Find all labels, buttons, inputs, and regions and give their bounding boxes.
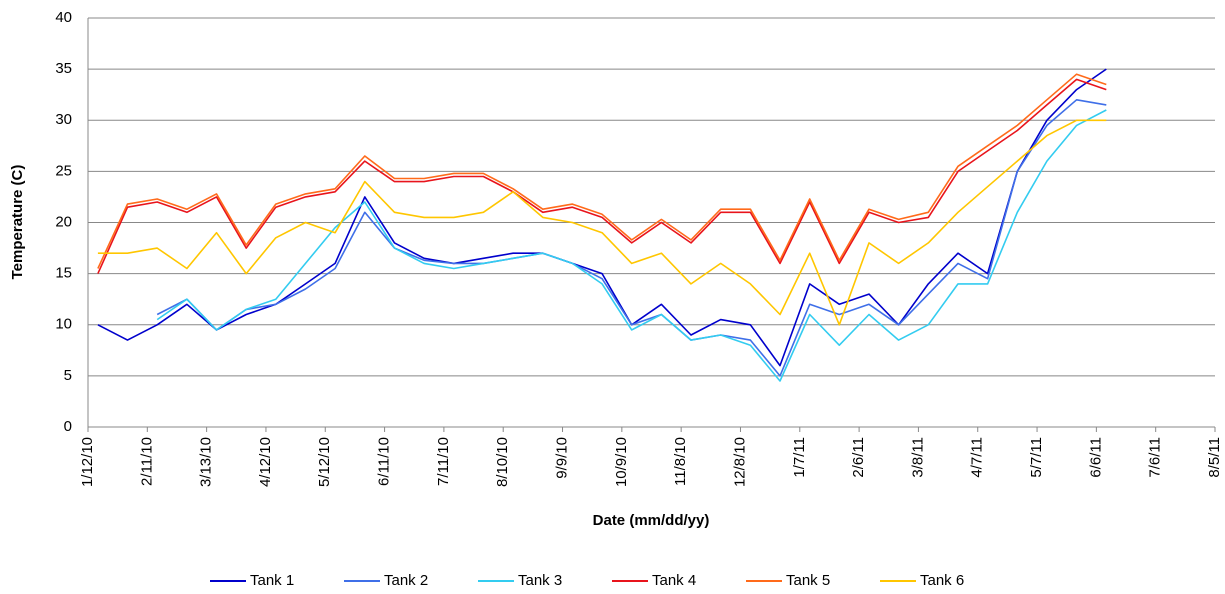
x-tick-label: 1/12/10 [79,437,96,487]
x-tick-label: 4/12/10 [257,437,274,487]
x-tick-label: 2/11/10 [138,437,155,486]
series-line [156,109,1107,382]
legend-label: Tank 2 [384,572,428,589]
x-tick-label: 12/8/10 [731,437,748,487]
legend-label: Tank 6 [920,572,964,589]
series-line [97,119,1107,326]
y-tick-label: 15 [55,265,72,282]
x-tick-label: 9/9/10 [553,437,570,479]
y-tick-label: 30 [55,111,72,128]
y-tick-label: 20 [55,213,72,230]
x-tick-label: 6/6/11 [1087,437,1104,478]
legend-label: Tank 1 [250,572,294,589]
x-tick-label: 5/7/11 [1028,437,1045,478]
x-tick-label: 11/8/10 [672,437,689,486]
x-tick-label: 8/10/10 [494,437,511,487]
series-line [97,73,1107,269]
y-tick-label: 35 [55,60,72,77]
x-tick-label: 1/7/11 [791,437,808,478]
x-tick-label: 3/13/10 [198,437,215,487]
legend-label: Tank 4 [652,572,696,589]
x-axis-title: Date (mm/dd/yy) [593,512,710,529]
x-tick-label: 8/5/11 [1206,437,1223,478]
x-tick-label: 10/9/10 [613,437,630,487]
series-line [156,99,1107,377]
x-tick-label: 5/12/10 [316,437,333,487]
series-line [97,68,1107,367]
x-tick-label: 3/8/11 [909,437,926,478]
y-tick-label: 5 [64,367,72,384]
y-tick-label: 40 [55,9,72,26]
x-tick-label: 6/11/10 [376,437,393,486]
y-tick-label: 10 [55,316,72,333]
series-line [97,78,1107,274]
x-tick-label: 4/7/11 [969,437,986,478]
legend-label: Tank 5 [786,572,830,589]
x-tick-label: 7/6/11 [1147,437,1164,478]
y-axis-title: Temperature (C) [9,165,26,280]
y-tick-label: 0 [64,418,72,435]
legend-label: Tank 3 [518,572,562,589]
x-tick-label: 2/6/11 [850,437,867,478]
y-tick-label: 25 [55,162,72,179]
x-tick-label: 7/11/10 [435,437,452,486]
